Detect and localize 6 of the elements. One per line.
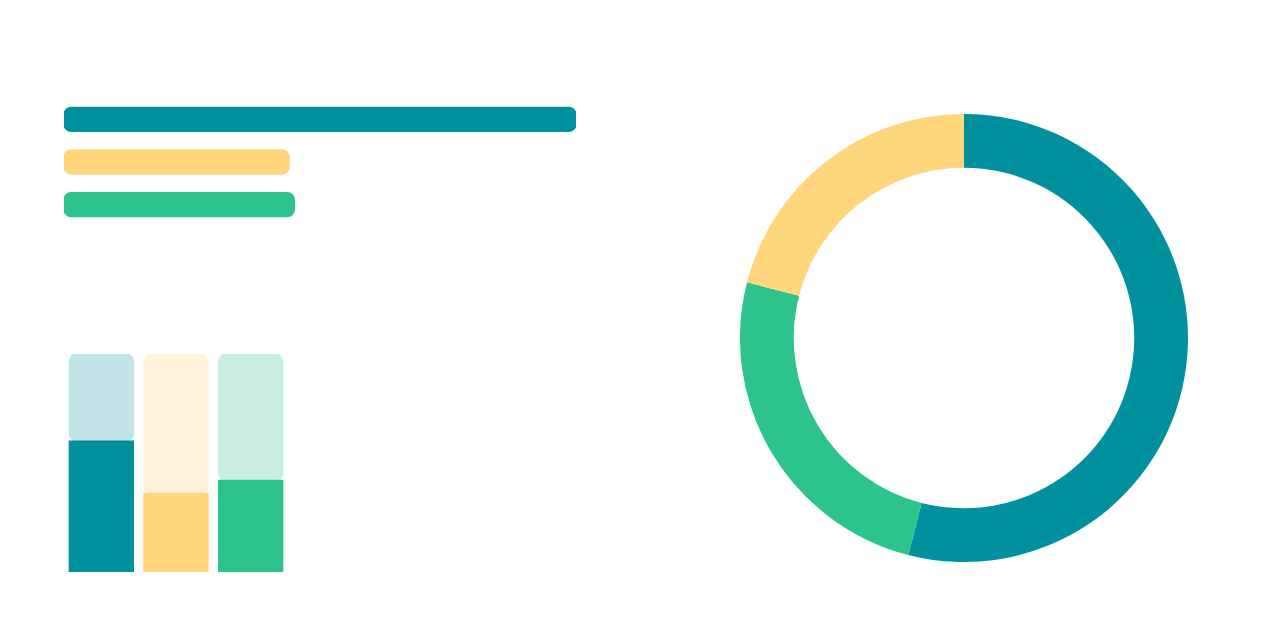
bar [218,479,284,572]
bar [143,354,209,495]
bar [218,354,284,482]
bar [68,354,134,442]
bar [68,440,134,572]
bar [143,492,209,572]
